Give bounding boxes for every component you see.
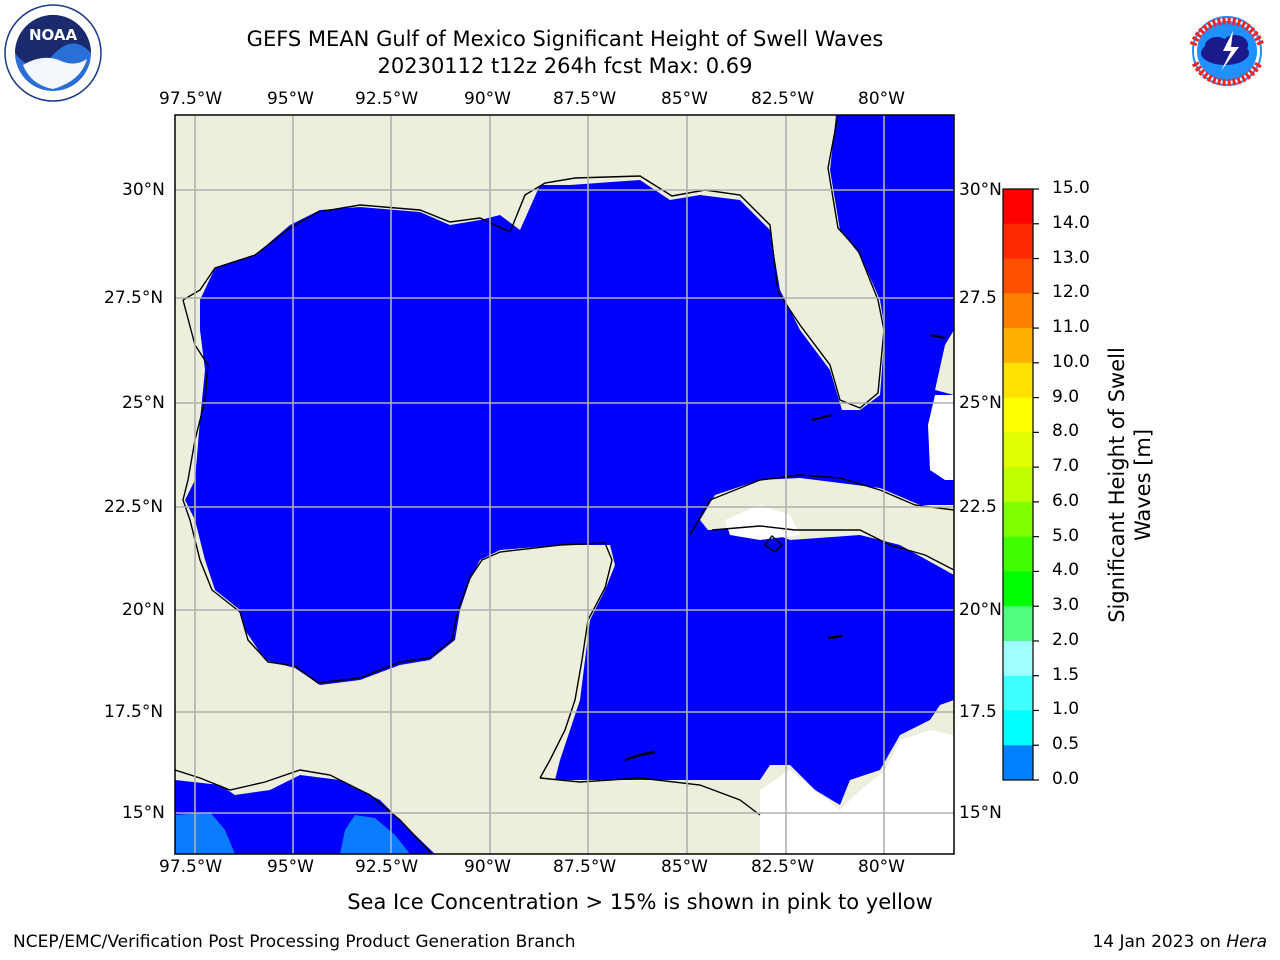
- lon-label-bottom: 87.5°W: [553, 857, 617, 877]
- colorbar-segment: [1003, 710, 1033, 746]
- lon-label-top: 92.5°W: [355, 89, 419, 109]
- lat-label-right: 20°N: [959, 600, 1002, 620]
- lon-label-top: 87.5°W: [553, 89, 617, 109]
- lon-label-bottom: 80°W: [858, 857, 905, 877]
- lat-label-left: 30°N: [122, 180, 165, 200]
- colorbar-tick-label: 9.0: [1052, 386, 1080, 407]
- lat-label-left: 22.5°N: [104, 497, 164, 517]
- no-data-area-2: [928, 395, 954, 480]
- colorbar-segment: [1003, 223, 1033, 260]
- colorbar-tick-label: 1.5: [1052, 664, 1080, 685]
- chart-title: GEFS MEAN Gulf of Mexico Significant Hei…: [246, 27, 884, 51]
- lat-label-right: 30°N: [959, 180, 1002, 200]
- noaa-logo: NOAA: [3, 3, 103, 107]
- lat-label-right: 22.5: [959, 497, 997, 517]
- lat-label-left: 25°N: [122, 393, 165, 413]
- footer-date: 14 Jan 2023 on Hera: [1092, 932, 1267, 952]
- lat-label-right: 27.5: [959, 288, 997, 308]
- lon-label-top: 82.5°W: [751, 89, 815, 109]
- colorbar-segment: [1003, 467, 1033, 503]
- no-data-area-3: [725, 505, 800, 540]
- colorbar-title-line1: Significant Height of Swell: [1105, 347, 1129, 623]
- swell-patch-2: [340, 815, 410, 854]
- colorbar-segment: [1003, 745, 1033, 781]
- lon-label-bottom: 90°W: [464, 857, 511, 877]
- colorbar-segment: [1003, 189, 1033, 225]
- lon-label-top: 80°W: [858, 89, 905, 109]
- graticule: [175, 115, 954, 854]
- colorbar: [1003, 188, 1039, 781]
- colorbar-frame: [1002, 188, 1034, 781]
- lon-label-top: 90°W: [464, 89, 511, 109]
- colorbar-segment: [1003, 397, 1033, 433]
- colorbar-segment: [1003, 258, 1033, 294]
- colorbar-segment: [1003, 328, 1033, 364]
- colorbar-tick-label: 12.0: [1052, 282, 1090, 303]
- colorbar-segment: [1003, 362, 1033, 399]
- colorbar-tick-label: 0.0: [1052, 769, 1080, 789]
- lon-label-top: 85°W: [661, 89, 708, 109]
- colorbar-segment: [1003, 501, 1033, 538]
- chart-subtitle: 20230112 t12z 264h fcst Max: 0.69: [377, 54, 753, 78]
- colorbar-tick-label: 13.0: [1052, 247, 1090, 268]
- swell-patch-1: [175, 812, 235, 854]
- sea-ice-note: Sea Ice Concentration > 15% is shown in …: [347, 890, 933, 914]
- colorbar-tick-label: 10.0: [1052, 351, 1090, 372]
- lat-label-left: 17.5°N: [104, 702, 164, 722]
- footer-host: Hera: [1226, 932, 1267, 952]
- colorbar-segment: [1003, 675, 1033, 711]
- colorbar-segment: [1003, 536, 1033, 572]
- lon-label-bottom: 82.5°W: [751, 857, 815, 877]
- lon-label-bottom: 97.5°W: [159, 857, 223, 877]
- colorbar-tick-label: 4.0: [1052, 560, 1080, 581]
- colorbar-tick-label: 0.5: [1052, 734, 1080, 755]
- colorbar-tick-label: 7.0: [1052, 456, 1080, 477]
- lon-label-top: 95°W: [267, 89, 314, 109]
- colorbar-tick-label: 14.0: [1052, 212, 1090, 233]
- lon-label-bottom: 92.5°W: [355, 857, 419, 877]
- colorbar-segment: [1003, 293, 1033, 329]
- colorbar-tick-label: 15.0: [1052, 178, 1090, 198]
- map-frame: [174, 114, 955, 855]
- lon-label-top: 97.5°W: [159, 89, 223, 109]
- colorbar-tick-label: 1.0: [1052, 699, 1080, 720]
- lat-label-right: 25°N: [959, 393, 1002, 413]
- colorbar-segment: [1003, 640, 1033, 677]
- noaa-text: NOAA: [29, 26, 78, 44]
- colorbar-tick-label: 3.0: [1052, 595, 1080, 616]
- colorbar-segment: [1003, 606, 1033, 642]
- gulf-ocean: [185, 115, 954, 805]
- footer-org: NCEP/EMC/Verification Post Processing Pr…: [13, 932, 576, 952]
- no-data-area: [760, 730, 954, 854]
- colorbar-segment: [1003, 432, 1033, 468]
- colorbar-tick-label: 6.0: [1052, 490, 1080, 511]
- lat-label-left: 20°N: [122, 600, 165, 620]
- nws-logo: [1177, 1, 1277, 105]
- lon-label-bottom: 95°W: [267, 857, 314, 877]
- colorbar-tick-label: 8.0: [1052, 421, 1080, 442]
- colorbar-tick-label: 11.0: [1052, 317, 1090, 338]
- map-area: [175, 115, 954, 854]
- lon-label-bottom: 85°W: [661, 857, 708, 877]
- lat-label-left: 27.5°N: [104, 288, 164, 308]
- colorbar-title-line2: Waves [m]: [1131, 428, 1155, 542]
- colorbar-tick-label: 5.0: [1052, 525, 1080, 546]
- footer-date-text: 14 Jan 2023 on: [1092, 932, 1227, 952]
- lat-label-right: 17.5: [959, 702, 997, 722]
- lat-label-left: 15°N: [122, 803, 165, 823]
- colorbar-tick-label: 2.0: [1052, 629, 1080, 650]
- lat-label-right: 15°N: [959, 803, 1002, 823]
- colorbar-segment: [1003, 571, 1033, 607]
